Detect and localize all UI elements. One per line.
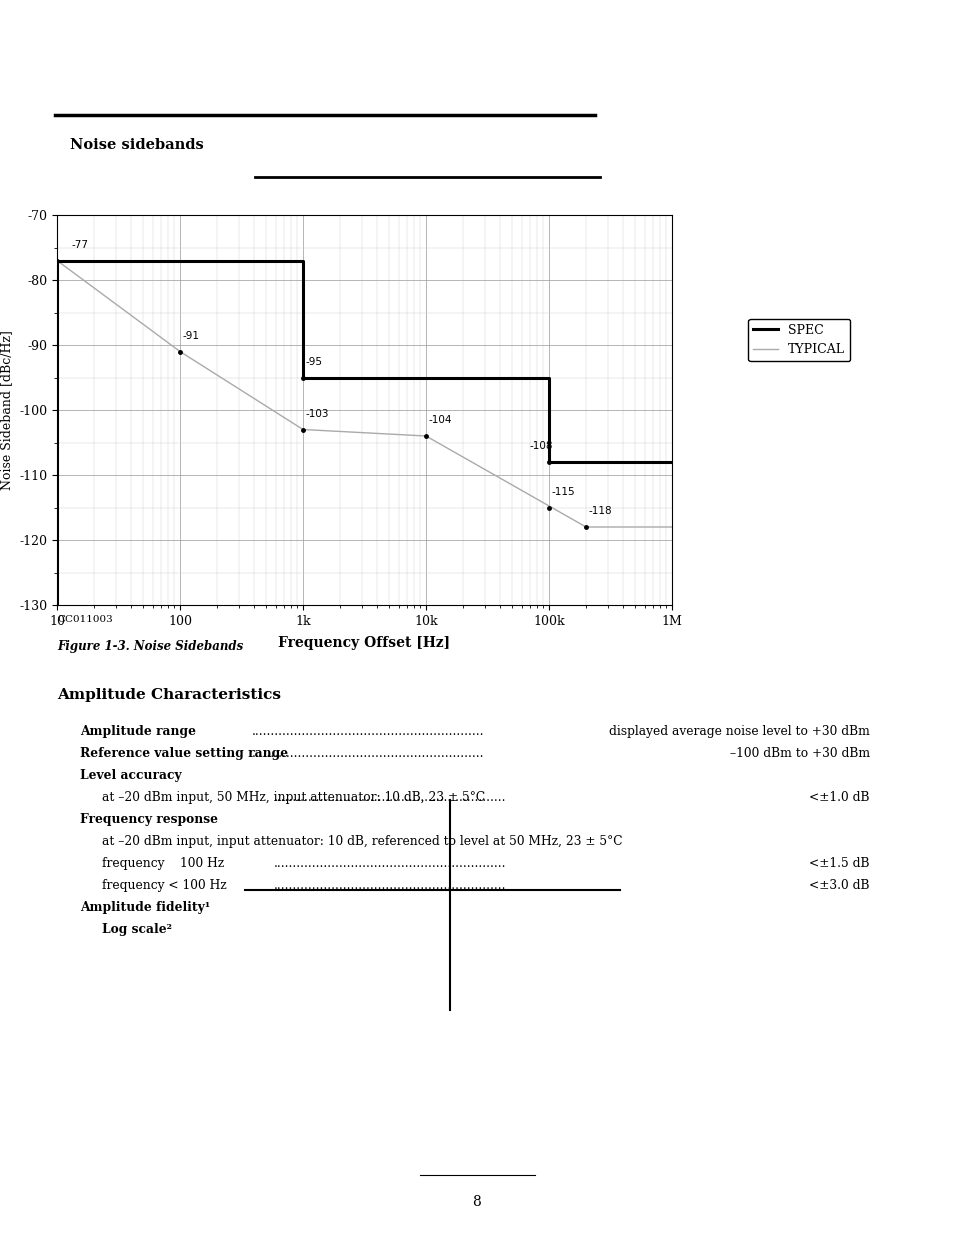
Text: <±3.0 dB: <±3.0 dB (809, 879, 869, 892)
TYPICAL (174, 345, 186, 359)
Text: -104: -104 (428, 415, 452, 425)
X-axis label: Frequency Offset [Hz]: Frequency Offset [Hz] (278, 636, 450, 650)
TYPICAL (297, 422, 309, 437)
Line: TYPICAL: TYPICAL (57, 261, 671, 527)
Text: Level accuracy: Level accuracy (80, 769, 181, 782)
Text: Amplitude fidelity¹: Amplitude fidelity¹ (80, 902, 210, 914)
Text: Amplitude range: Amplitude range (80, 725, 195, 739)
Text: frequency    100 Hz: frequency 100 Hz (102, 857, 224, 869)
Text: ............................................................: ........................................… (274, 857, 506, 869)
Text: 8: 8 (472, 1195, 481, 1209)
Text: ............................................................: ........................................… (274, 790, 506, 804)
SPEC (542, 370, 554, 385)
Text: Frequency response: Frequency response (80, 813, 218, 826)
TYPICAL (579, 520, 591, 535)
Text: –100 dBm to +30 dBm: –100 dBm to +30 dBm (729, 747, 869, 760)
Text: ............................................................: ........................................… (252, 747, 484, 760)
SPEC (665, 454, 677, 469)
Text: -91: -91 (182, 331, 199, 341)
Text: Log scale²: Log scale² (102, 923, 172, 936)
TYPICAL (420, 429, 432, 443)
Text: Noise sidebands: Noise sidebands (70, 138, 204, 152)
Text: frequency < 100 Hz: frequency < 100 Hz (102, 879, 227, 892)
TYPICAL (51, 253, 63, 268)
SPEC (51, 598, 63, 613)
SPEC (297, 370, 309, 385)
Text: ............................................................: ........................................… (252, 725, 484, 739)
Text: ............................................................: ........................................… (274, 879, 506, 892)
Legend: SPEC, TYPICAL: SPEC, TYPICAL (747, 319, 849, 361)
TYPICAL (665, 520, 677, 535)
Text: Figure 1-3. Noise Sidebands: Figure 1-3. Noise Sidebands (57, 640, 243, 653)
Line: SPEC: SPEC (57, 261, 671, 605)
Text: -108: -108 (530, 441, 553, 451)
Text: -77: -77 (71, 240, 88, 249)
Text: Amplitude Characteristics: Amplitude Characteristics (57, 688, 281, 701)
Text: -95: -95 (305, 357, 322, 367)
Text: displayed average noise level to +30 dBm: displayed average noise level to +30 dBm (608, 725, 869, 739)
SPEC (51, 253, 63, 268)
SPEC (297, 253, 309, 268)
Text: -103: -103 (305, 409, 329, 419)
Text: CC011003: CC011003 (57, 615, 112, 624)
Text: Reference value setting range: Reference value setting range (80, 747, 288, 760)
Text: at –20 dBm input, input attenuator: 10 dB, referenced to level at 50 MHz, 23 ± 5: at –20 dBm input, input attenuator: 10 d… (102, 835, 622, 848)
Text: <±1.5 dB: <±1.5 dB (809, 857, 869, 869)
Text: at –20 dBm input, 50 MHz, input attenuator: 10 dB, 23 ± 5°C: at –20 dBm input, 50 MHz, input attenuat… (102, 790, 485, 804)
Text: <±1.0 dB: <±1.0 dB (809, 790, 869, 804)
Y-axis label: Noise Sideband [dBc/Hz]: Noise Sideband [dBc/Hz] (1, 330, 13, 490)
Text: -115: -115 (551, 487, 575, 496)
Text: -118: -118 (588, 506, 612, 516)
SPEC (542, 454, 554, 469)
